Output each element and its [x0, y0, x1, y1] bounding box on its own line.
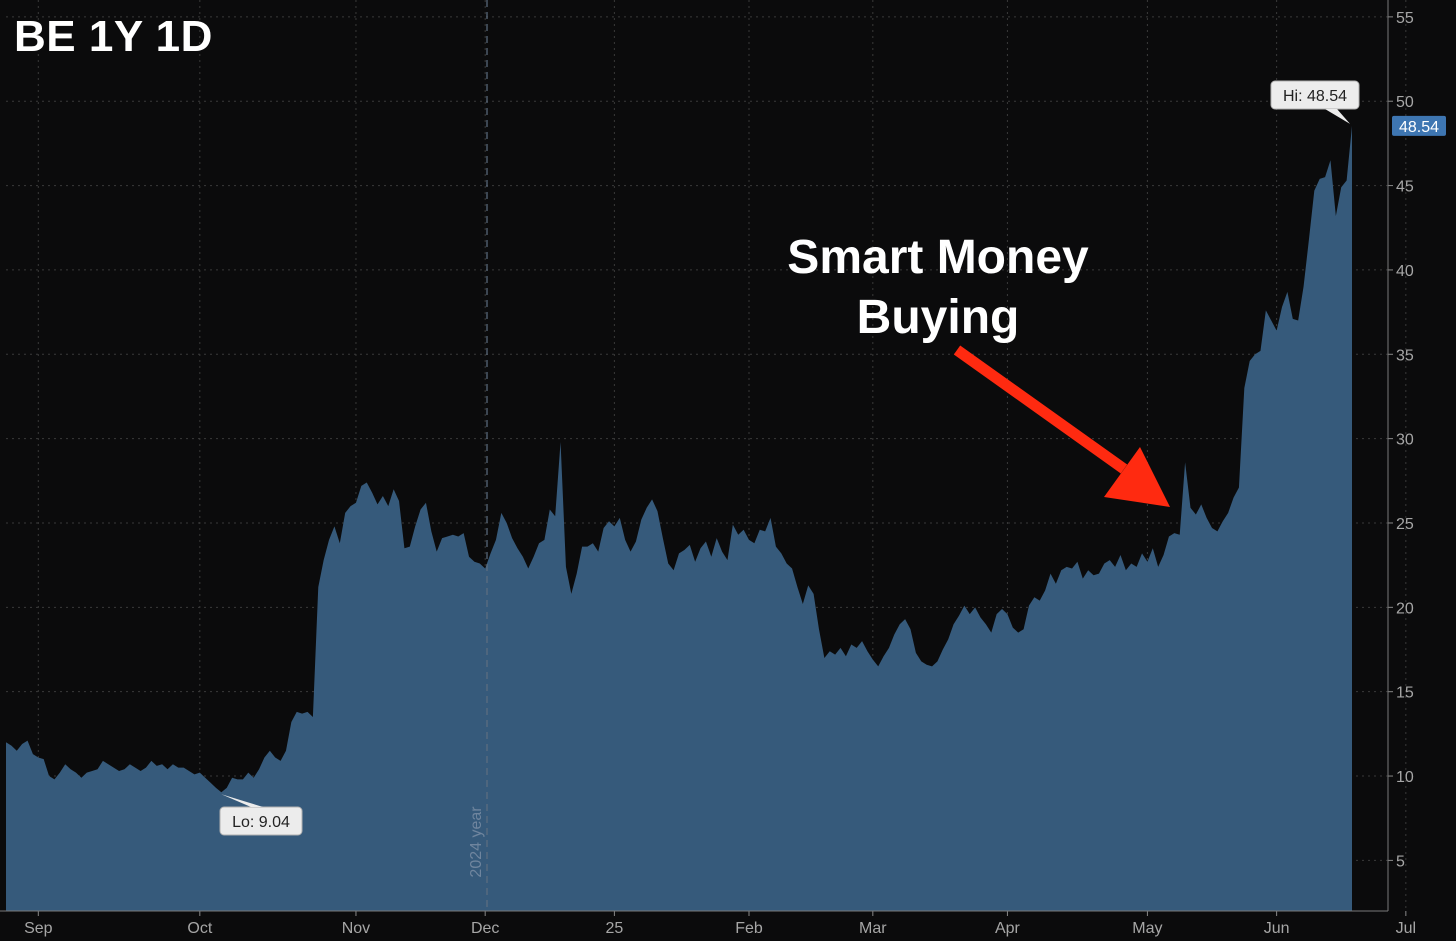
x-tick-label: Jul — [1396, 920, 1416, 937]
y-tick-label: 55 — [1396, 10, 1414, 27]
x-tick-label: 25 — [605, 920, 623, 937]
y-tick-label: 30 — [1396, 432, 1414, 449]
high-callout-pointer — [1325, 109, 1350, 124]
y-tick-label: 5 — [1396, 853, 1405, 870]
annotation-line-1: Smart Money — [787, 231, 1089, 284]
price-area — [6, 125, 1352, 912]
y-tick-label: 15 — [1396, 685, 1414, 702]
x-tick-label: Dec — [471, 920, 499, 937]
y-tick-label: 45 — [1396, 179, 1414, 196]
x-tick-label: Nov — [342, 920, 370, 937]
x-tick-label: Feb — [735, 920, 763, 937]
area-layer — [6, 125, 1352, 912]
x-tick-label: Apr — [995, 920, 1021, 937]
annotation-arrow-shaft — [953, 345, 1128, 474]
low-callout-pointer — [221, 794, 263, 807]
x-tick-label: Mar — [859, 920, 887, 937]
y-tick-label: 50 — [1396, 94, 1414, 111]
last-price-badge — [1392, 115, 1446, 136]
arrow-layer — [953, 345, 1170, 507]
chart-title: BE 1Y 1D — [14, 12, 213, 61]
last-price-label: 48.54 — [1399, 119, 1439, 136]
high-callout-box — [1270, 80, 1360, 110]
x-tick-label: Oct — [187, 920, 212, 937]
y-tick-label: 25 — [1396, 516, 1414, 533]
year-marker-label: 2024 year — [468, 806, 485, 878]
y-tick-label: 20 — [1396, 600, 1414, 617]
low-callout-text: Lo: 9.04 — [232, 814, 290, 831]
x-tick-label: Jun — [1264, 920, 1290, 937]
y-tick-label: 40 — [1396, 263, 1414, 280]
smart-money-annotation: Smart Money Buying — [760, 228, 1116, 348]
high-callout-text: Hi: 48.54 — [1283, 88, 1347, 105]
callout-layer: Hi: 48.54 Lo: 9.04 — [219, 80, 1360, 836]
annotation-arrow-head — [1104, 447, 1170, 507]
y-tick-label: 10 — [1396, 769, 1414, 786]
x-tick-label: May — [1132, 920, 1162, 937]
annotation-line-2: Buying — [856, 291, 1020, 344]
high-callout: Hi: 48.54 — [1270, 80, 1360, 124]
low-callout: Lo: 9.04 — [219, 794, 303, 836]
y-tick-label: 35 — [1396, 347, 1414, 364]
marker-layer: 2024 year — [468, 0, 488, 911]
x-tick-label: Sep — [24, 920, 53, 937]
